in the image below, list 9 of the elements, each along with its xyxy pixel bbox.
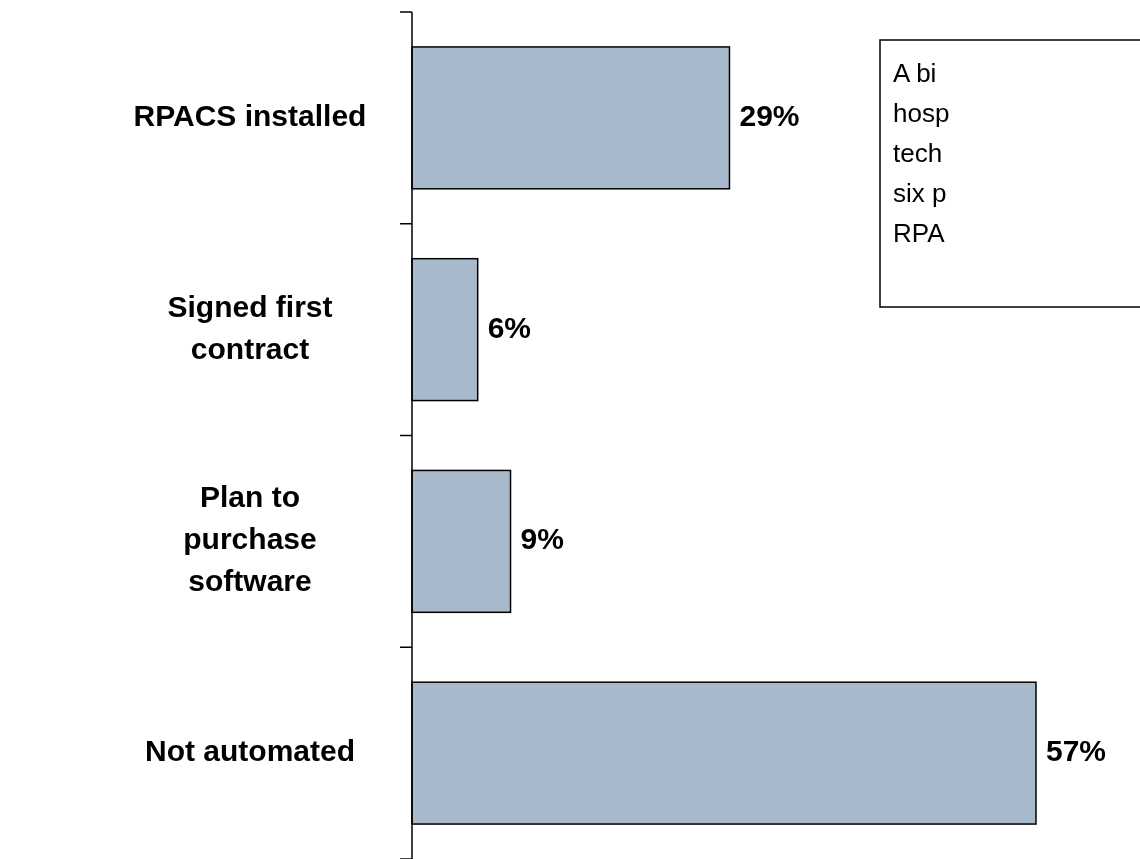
data-label: 29% (739, 98, 800, 132)
data-label: 6% (487, 310, 532, 344)
y-tick-label: RPACS installed (133, 98, 367, 132)
annotation: A bi hosp tech six p RPA (893, 57, 950, 248)
y-tick-label: Not automated (145, 734, 355, 768)
data-label: 9% (520, 522, 564, 556)
y-tick-label: Signed first contract (167, 289, 333, 365)
y-tick-label: Plan to purchase software (183, 480, 317, 598)
data-label: 57% (1046, 734, 1107, 768)
